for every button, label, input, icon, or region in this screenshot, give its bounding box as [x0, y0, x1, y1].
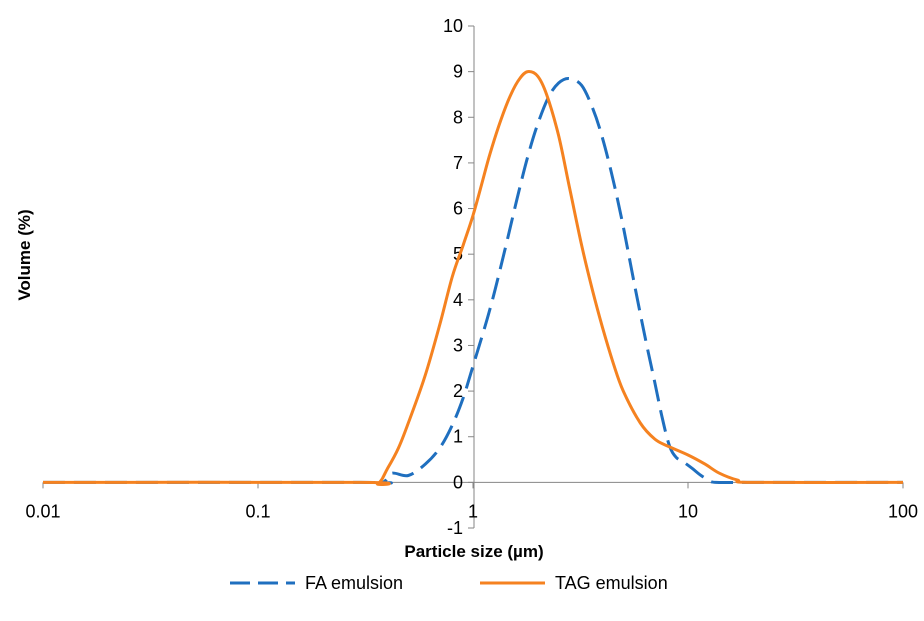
y-tick-label: 3: [453, 335, 463, 355]
legend: FA emulsion TAG emulsion: [230, 573, 668, 593]
y-tick-label: 2: [453, 381, 463, 401]
y-tick-label: 10: [443, 16, 463, 36]
y-tick-label: 0: [453, 472, 463, 492]
x-tick-label: 0.1: [245, 501, 270, 521]
y-tick-label: -1: [447, 518, 463, 538]
y-axis-title: Volume (%): [15, 209, 34, 300]
x-tick-label: 100: [888, 501, 918, 521]
y-tick-label: 6: [453, 199, 463, 219]
x-axis-title: Particle size (µm): [404, 542, 543, 561]
legend-label-fa-emulsion: FA emulsion: [305, 573, 403, 593]
x-tick-label: 0.01: [25, 501, 60, 521]
series-line-fa-emulsion: [42, 76, 903, 485]
y-tick-label: 5: [453, 244, 463, 264]
y-tick-label: 4: [453, 290, 463, 310]
x-tick-label: 1: [468, 501, 478, 521]
x-tick-label: 10: [678, 501, 698, 521]
y-tick-label: 8: [453, 107, 463, 127]
legend-label-tag-emulsion: TAG emulsion: [555, 573, 668, 593]
y-tick-label: 1: [453, 427, 463, 447]
y-tick-label: 9: [453, 62, 463, 82]
y-tick-label: 7: [453, 153, 463, 173]
series-line-tag-emulsion: [42, 70, 904, 486]
